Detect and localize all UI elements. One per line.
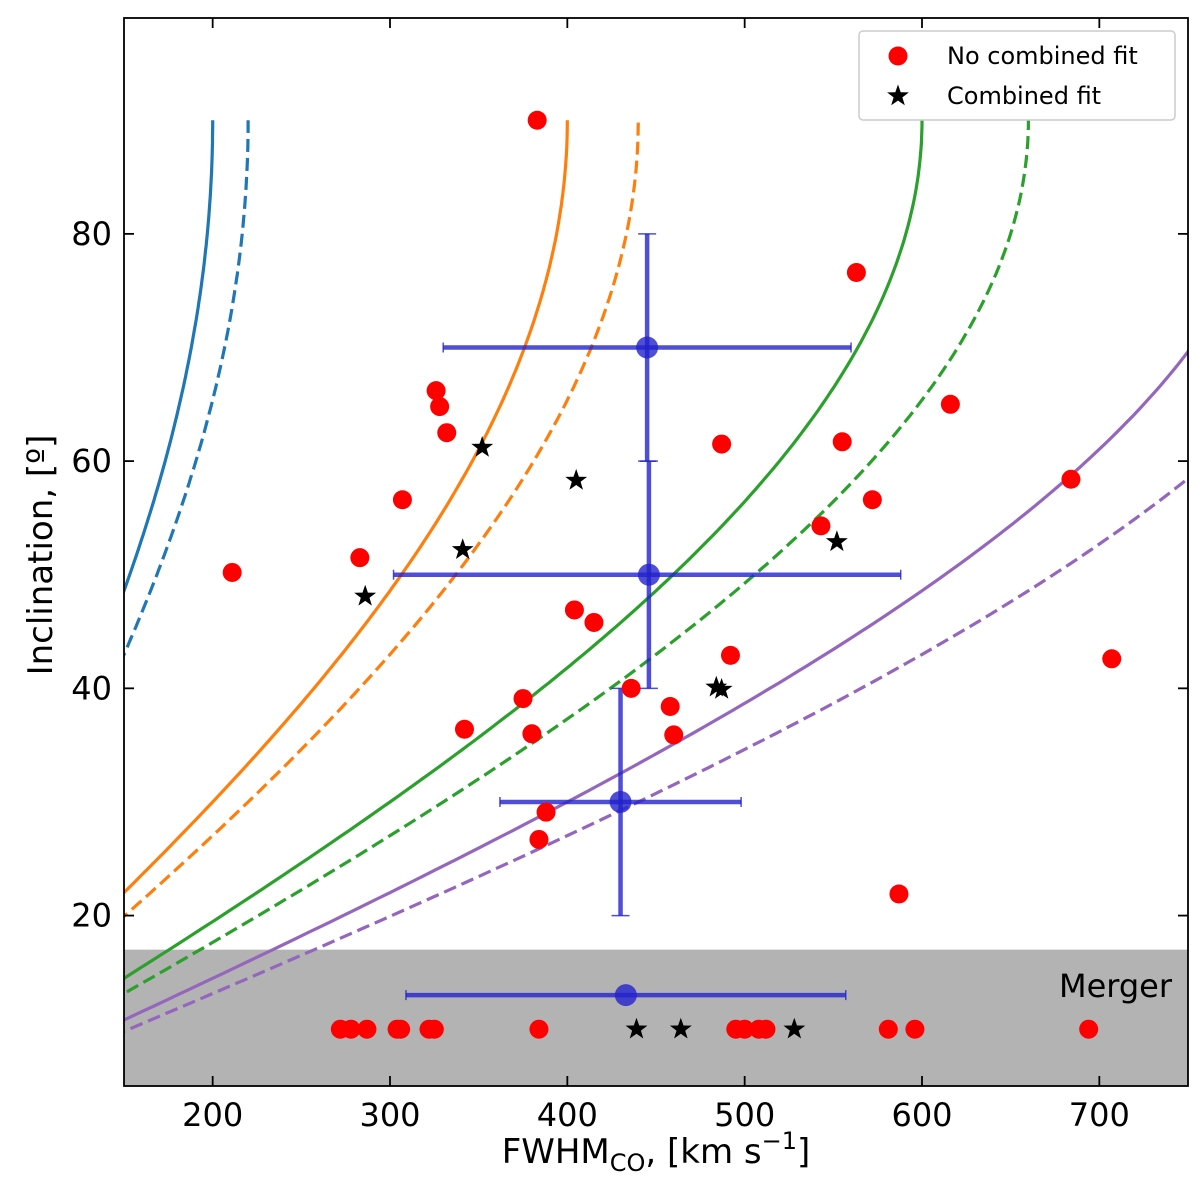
data-point-no-combined-fit [430, 397, 450, 417]
data-point-no-combined-fit [437, 423, 457, 443]
merger-band [124, 949, 1188, 1086]
data-point-no-combined-fit [720, 645, 740, 665]
model-curve-0-solid [124, 120, 215, 596]
error-point-marker [614, 984, 637, 1007]
data-point-no-combined-fit [529, 1019, 549, 1039]
data-point-no-combined-fit [392, 490, 412, 510]
legend-box [858, 30, 1176, 121]
data-point-combined-fit [625, 1017, 648, 1039]
x-axis-label: FWHMCO, [km s−1] [502, 1127, 811, 1177]
data-point-no-combined-fit [424, 1019, 444, 1039]
x-tick-label: 700 [1069, 1096, 1130, 1134]
data-point-combined-fit [710, 678, 733, 699]
data-point-no-combined-fit [527, 110, 547, 130]
model-curve-4-solid [124, 120, 924, 981]
data-point-no-combined-fit [341, 1019, 361, 1039]
data-point-no-combined-fit [1102, 649, 1122, 669]
legend-label-combined: Combined fit [947, 82, 1101, 110]
data-point-no-combined-fit [1061, 469, 1081, 489]
data-point-no-combined-fit [529, 829, 549, 849]
model-curve-7-dashed [124, 476, 1188, 1034]
legend: No combined fit Combined fit [858, 30, 1176, 121]
data-point-no-combined-fit [756, 1019, 776, 1039]
data-point-no-combined-fit [513, 689, 533, 709]
data-point-no-combined-fit [889, 884, 909, 904]
merger-label: Merger [1059, 967, 1173, 1005]
y-tick-label: 20 [71, 897, 112, 935]
data-point-no-combined-fit [832, 432, 852, 452]
data-point-no-combined-fit [621, 678, 641, 698]
x-tick-label: 400 [537, 1096, 598, 1134]
data-point-combined-fit [471, 436, 494, 457]
y-tick-label: 40 [71, 669, 112, 707]
data-point-no-combined-fit [862, 490, 882, 510]
data-point-no-combined-fit [454, 719, 474, 739]
data-point-no-combined-fit [878, 1019, 898, 1039]
data-point-no-combined-fit [712, 434, 732, 454]
data-point-no-combined-fit [940, 394, 960, 414]
model-curve-3-dashed [124, 120, 640, 919]
data-point-no-combined-fit [811, 516, 831, 536]
error-point-marker [609, 790, 632, 813]
y-tick-label: 80 [71, 215, 112, 253]
error-point-marker [636, 336, 659, 359]
model-curve-2-solid [124, 120, 569, 895]
x-tick-label: 300 [359, 1096, 420, 1134]
x-axis-label-sub: CO [610, 1149, 646, 1177]
plot-frame [123, 17, 1189, 1087]
data-point-no-combined-fit [846, 263, 866, 283]
model-curve-5-dashed [124, 120, 1030, 996]
data-point-no-combined-fit [564, 600, 584, 620]
data-point-no-combined-fit [536, 802, 556, 822]
x-tick-label: 600 [891, 1096, 952, 1134]
error-point-marker [637, 563, 660, 586]
x-axis-label-rest: , [km s [645, 1132, 761, 1172]
data-point-no-combined-fit [522, 724, 542, 744]
y-axis-label: Inclination, [º] [21, 435, 61, 676]
legend-marker-circle [888, 46, 908, 66]
data-point-no-combined-fit [357, 1019, 377, 1039]
data-point-no-combined-fit [905, 1019, 925, 1039]
data-point-no-combined-fit [426, 381, 446, 401]
data-point-combined-fit [825, 530, 848, 552]
x-tick-label: 500 [714, 1096, 775, 1134]
model-curve-1-dashed [124, 120, 250, 659]
data-point-no-combined-fit [660, 697, 680, 717]
data-point-no-combined-fit [735, 1019, 755, 1039]
data-point-no-combined-fit [391, 1019, 411, 1039]
x-tick-label: 200 [182, 1096, 243, 1134]
data-point-no-combined-fit [350, 548, 370, 568]
data-point-combined-fit [354, 584, 377, 606]
legend-label-no-combined: No combined fit [947, 42, 1138, 70]
data-point-combined-fit [669, 1017, 692, 1039]
x-axis-label-end: ] [797, 1132, 810, 1172]
y-tick-label: 60 [71, 442, 112, 480]
data-point-no-combined-fit [222, 562, 242, 582]
data-point-combined-fit [565, 468, 588, 490]
data-point-no-combined-fit [664, 725, 684, 745]
data-point-no-combined-fit [1079, 1019, 1099, 1039]
data-point-combined-fit [451, 538, 474, 559]
data-point-no-combined-fit [584, 612, 604, 632]
model-curve-6-solid [124, 348, 1188, 1022]
legend-marker-star [887, 84, 909, 106]
data-point-combined-fit [783, 1017, 806, 1039]
x-axis-label-main: FWHM [502, 1132, 610, 1172]
x-axis-label-sup: −1 [762, 1127, 797, 1155]
plot-background [124, 18, 1188, 1086]
